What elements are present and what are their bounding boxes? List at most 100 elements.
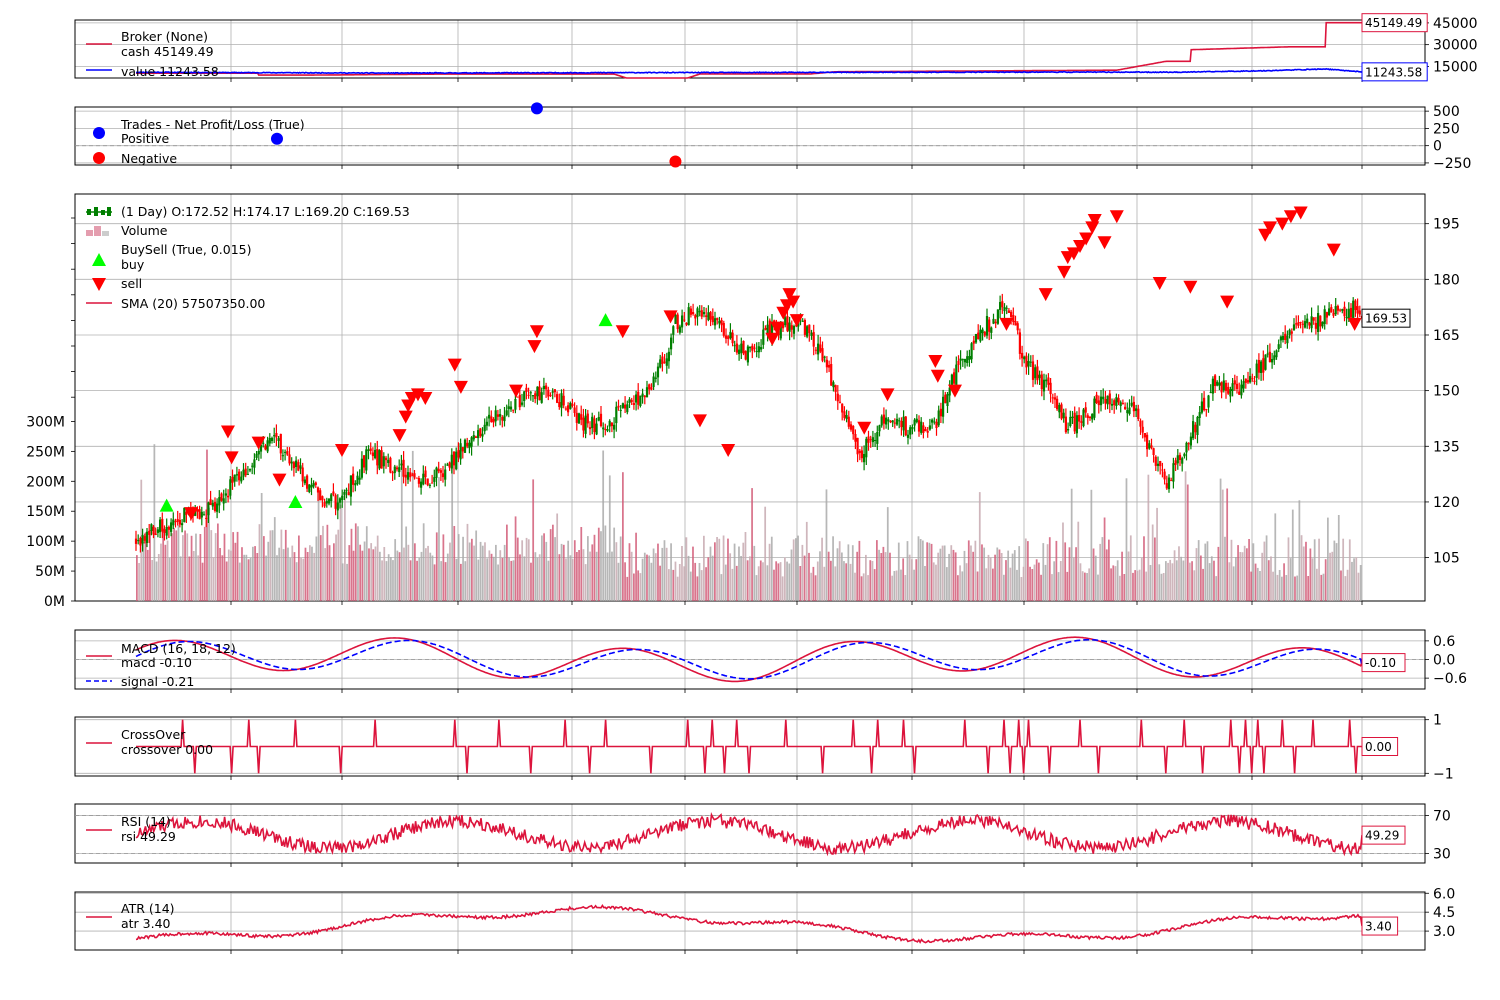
volume-bar <box>212 557 215 601</box>
volume-bar <box>816 561 819 601</box>
volume-bar <box>1337 515 1340 601</box>
volume-bar <box>1344 576 1347 601</box>
volume-bar <box>812 566 815 601</box>
candle-body <box>481 433 484 437</box>
candle-body <box>764 327 767 330</box>
candle-body <box>1196 417 1199 435</box>
candle-body <box>483 424 486 432</box>
candle-body <box>472 435 475 440</box>
volume-bar <box>516 537 519 601</box>
candle-body <box>727 336 730 339</box>
candle-body <box>1185 442 1188 453</box>
candle-body <box>871 437 874 443</box>
volume-bar <box>1230 539 1233 601</box>
candle-body <box>803 320 806 335</box>
volume-bar <box>1213 560 1215 601</box>
volume-bar <box>1092 548 1095 601</box>
candle-body <box>233 474 236 482</box>
volume-bar <box>258 524 261 601</box>
candle-body <box>694 315 697 319</box>
volume-bar <box>497 564 499 601</box>
candle-body <box>1086 415 1089 418</box>
volume-bar <box>637 570 640 601</box>
volume-bar <box>254 546 256 601</box>
broker-cash-tag-text: 45149.49 <box>1365 16 1422 30</box>
candle-body <box>823 356 826 358</box>
candle-body <box>1279 336 1282 341</box>
candle-body <box>352 473 355 485</box>
volume-bar <box>740 556 742 601</box>
candle-body <box>165 527 168 536</box>
volume-bar <box>420 551 423 601</box>
volume-bar <box>532 479 535 601</box>
volume-bar <box>225 561 228 601</box>
candle-body <box>659 359 662 368</box>
volume-bar <box>801 544 804 601</box>
candle-body <box>1113 400 1116 406</box>
volume-bar <box>519 554 521 601</box>
volume-bar <box>954 552 957 601</box>
candle-body <box>343 492 346 495</box>
sell-marker-22 <box>770 321 785 335</box>
volume-bar <box>267 541 270 601</box>
volume-bar <box>784 557 786 601</box>
broker-value-tag-box <box>1361 62 1428 82</box>
candle-body <box>567 405 570 413</box>
volume-bar <box>851 545 854 601</box>
buy-marker-1 <box>288 494 303 508</box>
candle-body <box>242 469 245 477</box>
atr-ytick-label-0: 3.0 <box>1433 924 1455 940</box>
candle-body <box>1218 382 1221 386</box>
candle-body <box>1139 420 1142 427</box>
candle-body <box>259 444 263 452</box>
volume-bar <box>924 566 926 601</box>
volume-bar <box>1042 543 1045 601</box>
volume-bar <box>1151 524 1154 601</box>
candle-body <box>1064 416 1067 433</box>
candle-body <box>1088 416 1092 419</box>
candle-body <box>847 416 850 427</box>
candle-body <box>1273 355 1276 360</box>
volume-bar <box>1250 571 1253 601</box>
candle-body <box>1124 406 1127 410</box>
candle-body <box>281 455 284 457</box>
sell-marker-30 <box>928 354 943 368</box>
volume-bar <box>543 533 545 601</box>
sell-marker-27 <box>789 314 804 328</box>
volume-bar <box>718 538 721 601</box>
candle-body <box>1288 329 1291 336</box>
volume-bar <box>1035 559 1038 601</box>
candle-body <box>1303 321 1307 328</box>
candle-body <box>843 411 846 418</box>
candle-body <box>685 322 688 325</box>
candle-body <box>955 364 958 385</box>
volume-bar <box>1197 540 1200 601</box>
volume-bar <box>1018 546 1021 601</box>
volume-bar <box>473 545 475 601</box>
candle-body <box>584 415 587 434</box>
candle-body <box>1027 361 1030 367</box>
volume-ytick-label-2: 100M <box>26 534 65 550</box>
candle-body <box>360 458 363 478</box>
candle-body <box>437 468 440 472</box>
volume-bar <box>278 547 281 601</box>
candle-body <box>345 489 348 492</box>
candle-body <box>240 476 243 482</box>
volume-bar <box>1143 536 1145 601</box>
broker-legend: Broker (None) cash 45149.49 value 11243.… <box>86 29 219 79</box>
legend-candle-label: (1 Day) O:172.52 H:174.17 L:169.20 C:169… <box>121 204 410 219</box>
legend-cash-label: cash 45149.49 <box>121 44 214 59</box>
candle-body <box>959 358 962 361</box>
candle-body <box>602 427 605 430</box>
candle-body <box>1203 397 1206 411</box>
candle-body <box>1108 393 1111 405</box>
volume-bar <box>751 488 753 601</box>
candle-body <box>1352 300 1355 320</box>
volume-bar <box>724 564 727 601</box>
volume-bar <box>549 529 552 601</box>
volume-bar <box>409 560 412 601</box>
volume-ytick-label-3: 150M <box>26 504 65 520</box>
volume-bar <box>1066 571 1069 601</box>
volume-bar <box>160 543 162 601</box>
candle-body <box>1229 389 1232 397</box>
